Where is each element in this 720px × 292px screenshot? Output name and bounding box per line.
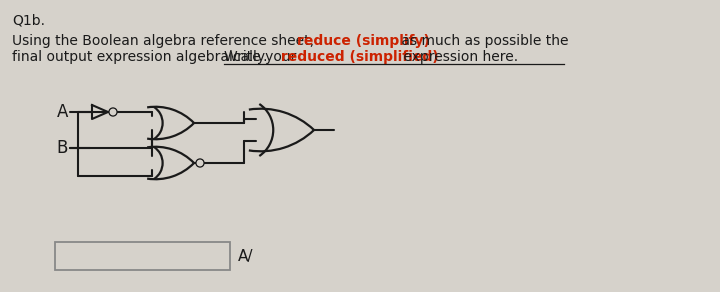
Text: Using the Boolean algebra reference sheet,: Using the Boolean algebra reference shee… [12, 34, 318, 48]
Text: A: A [57, 103, 68, 121]
Text: final output expression algebraically.: final output expression algebraically. [12, 50, 272, 64]
Text: Q1b.: Q1b. [12, 14, 45, 28]
Text: expression here.: expression here. [399, 50, 518, 64]
Text: reduced (simplified): reduced (simplified) [276, 50, 438, 64]
Text: B: B [57, 139, 68, 157]
Text: A/: A/ [238, 248, 253, 263]
Circle shape [110, 109, 116, 115]
Text: Write your: Write your [224, 50, 297, 64]
Circle shape [197, 160, 203, 166]
Circle shape [109, 108, 117, 116]
Text: reduce (simplify): reduce (simplify) [297, 34, 430, 48]
Circle shape [196, 159, 204, 167]
Text: as much as possible the: as much as possible the [397, 34, 569, 48]
Bar [55, 242, 230, 270]
